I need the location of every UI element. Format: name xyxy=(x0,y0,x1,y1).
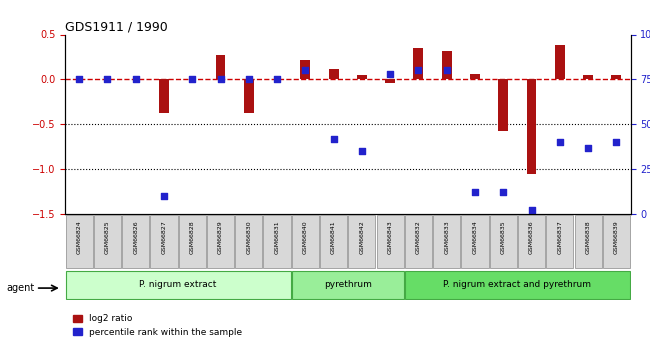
Legend: log2 ratio, percentile rank within the sample: log2 ratio, percentile rank within the s… xyxy=(70,311,246,341)
FancyBboxPatch shape xyxy=(405,215,432,268)
Text: GSM66837: GSM66837 xyxy=(557,220,562,254)
Point xyxy=(244,77,254,82)
Bar xyxy=(300,60,310,79)
Point xyxy=(526,208,537,213)
Point xyxy=(159,193,169,199)
Text: GSM66831: GSM66831 xyxy=(274,220,280,254)
Text: GSM66832: GSM66832 xyxy=(416,220,421,254)
Text: GSM66826: GSM66826 xyxy=(133,220,138,254)
FancyBboxPatch shape xyxy=(546,215,573,268)
Text: GSM66840: GSM66840 xyxy=(303,220,308,254)
Text: pyrethrum: pyrethrum xyxy=(324,280,372,289)
Text: P. nigrum extract and pyrethrum: P. nigrum extract and pyrethrum xyxy=(443,280,592,289)
FancyBboxPatch shape xyxy=(94,215,121,268)
Point xyxy=(102,77,112,82)
FancyBboxPatch shape xyxy=(292,215,319,268)
Bar xyxy=(385,79,395,83)
Bar xyxy=(329,69,339,79)
FancyBboxPatch shape xyxy=(179,215,206,268)
Point xyxy=(470,190,480,195)
Text: GSM66824: GSM66824 xyxy=(77,220,82,254)
FancyBboxPatch shape xyxy=(518,215,545,268)
Bar xyxy=(413,48,423,79)
Bar xyxy=(357,75,367,79)
Point xyxy=(300,68,311,73)
Text: GSM66843: GSM66843 xyxy=(387,220,393,254)
Point xyxy=(554,139,565,145)
FancyBboxPatch shape xyxy=(235,215,263,268)
FancyBboxPatch shape xyxy=(348,215,376,268)
Bar xyxy=(499,79,508,131)
FancyBboxPatch shape xyxy=(405,270,630,298)
FancyBboxPatch shape xyxy=(575,215,602,268)
Text: GDS1911 / 1990: GDS1911 / 1990 xyxy=(65,20,168,33)
Text: GSM66836: GSM66836 xyxy=(529,220,534,254)
Text: GSM66825: GSM66825 xyxy=(105,220,110,254)
Point xyxy=(413,68,424,73)
Text: P. nigrum extract: P. nigrum extract xyxy=(139,280,217,289)
FancyBboxPatch shape xyxy=(150,215,177,268)
Text: GSM66842: GSM66842 xyxy=(359,220,365,254)
FancyBboxPatch shape xyxy=(66,215,93,268)
Point xyxy=(272,77,282,82)
Point xyxy=(385,71,395,77)
Point xyxy=(583,145,593,150)
Bar xyxy=(470,74,480,79)
FancyBboxPatch shape xyxy=(462,215,489,268)
Bar xyxy=(159,79,169,114)
Text: GSM66833: GSM66833 xyxy=(444,220,449,254)
Text: GSM66828: GSM66828 xyxy=(190,220,195,254)
Text: agent: agent xyxy=(6,283,34,293)
Point xyxy=(328,136,339,141)
Bar xyxy=(442,51,452,79)
Text: GSM66839: GSM66839 xyxy=(614,220,619,254)
FancyBboxPatch shape xyxy=(207,215,234,268)
Text: GSM66827: GSM66827 xyxy=(161,220,166,254)
FancyBboxPatch shape xyxy=(66,270,291,298)
Bar xyxy=(244,79,254,114)
Bar xyxy=(583,75,593,79)
Point xyxy=(131,77,141,82)
Text: GSM66841: GSM66841 xyxy=(331,220,336,254)
FancyBboxPatch shape xyxy=(263,215,291,268)
FancyBboxPatch shape xyxy=(603,215,630,268)
Bar xyxy=(526,79,536,174)
Text: GSM66829: GSM66829 xyxy=(218,220,223,254)
Point xyxy=(498,190,508,195)
Point xyxy=(74,77,85,82)
Text: GSM66834: GSM66834 xyxy=(473,220,478,254)
Bar xyxy=(612,75,621,79)
FancyBboxPatch shape xyxy=(376,215,404,268)
FancyBboxPatch shape xyxy=(122,215,150,268)
Point xyxy=(215,77,226,82)
FancyBboxPatch shape xyxy=(292,270,404,298)
FancyBboxPatch shape xyxy=(433,215,460,268)
Point xyxy=(611,139,621,145)
Text: GSM66830: GSM66830 xyxy=(246,220,252,254)
FancyBboxPatch shape xyxy=(320,215,347,268)
Point xyxy=(357,148,367,154)
Point xyxy=(187,77,198,82)
Point xyxy=(441,68,452,73)
Text: GSM66838: GSM66838 xyxy=(586,220,591,254)
FancyBboxPatch shape xyxy=(489,215,517,268)
Bar xyxy=(216,55,226,79)
Bar xyxy=(555,45,565,79)
Text: GSM66835: GSM66835 xyxy=(500,220,506,254)
